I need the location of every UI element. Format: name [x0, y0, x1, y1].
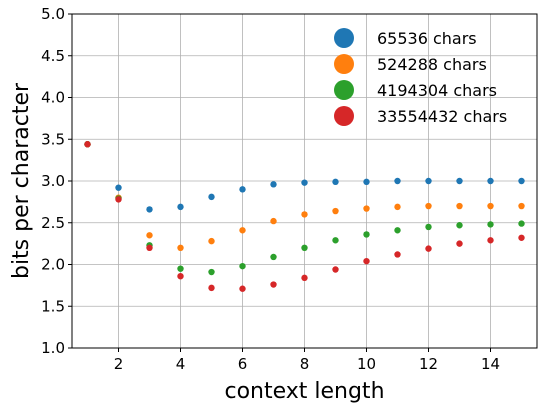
- x-tick-labels: 2 4 6 8 10 12 14: [114, 355, 500, 373]
- y-axis-label: bits per character: [9, 82, 34, 279]
- data-point: [208, 268, 215, 276]
- legend-label: 33554432 chars: [377, 107, 507, 126]
- data-point: [487, 177, 494, 185]
- data-point: [456, 240, 463, 247]
- data-point: [177, 272, 184, 280]
- data-point: [363, 178, 370, 186]
- x-tick-label: 10: [357, 355, 376, 373]
- x-tick-label: 12: [419, 355, 438, 373]
- data-point: [146, 232, 153, 239]
- data-point: [518, 177, 525, 185]
- data-point: [425, 223, 432, 231]
- y-tick-label: 5.0: [41, 5, 65, 23]
- legend-marker: [334, 80, 354, 100]
- data-point: [270, 217, 277, 225]
- data-point: [487, 221, 494, 228]
- data-point: [177, 203, 184, 211]
- data-point: [239, 262, 246, 270]
- data-point: [425, 202, 432, 210]
- data-point: [146, 206, 153, 213]
- data-point: [270, 181, 277, 188]
- legend-marker: [334, 106, 354, 126]
- x-tick-label: 8: [300, 355, 310, 373]
- data-point: [394, 227, 401, 234]
- data-point: [518, 202, 525, 210]
- data-point: [363, 205, 370, 212]
- data-point: [456, 222, 463, 229]
- data-point: [146, 244, 153, 251]
- data-point: [332, 207, 339, 215]
- y-tick-labels: 1.0 1.5 2.0 2.5 3.0 3.5 4.0 4.5 5.0: [41, 5, 65, 357]
- data-point: [487, 202, 494, 210]
- data-point: [239, 285, 246, 292]
- y-tick-label: 4.5: [41, 47, 65, 65]
- data-point: [363, 257, 370, 265]
- data-point: [425, 177, 432, 185]
- data-point: [239, 186, 246, 193]
- data-point: [332, 178, 339, 186]
- data-point: [301, 274, 308, 282]
- data-point: [394, 177, 401, 185]
- data-point: [270, 281, 277, 288]
- legend: 65536 chars 524288 chars 4194304 chars 3355…: [334, 28, 507, 126]
- data-point: [208, 193, 215, 201]
- data-point: [208, 237, 215, 245]
- data-point: [425, 245, 432, 252]
- data-point: [456, 202, 463, 210]
- data-point: [301, 211, 308, 218]
- data-point: [363, 231, 370, 238]
- series-points: [84, 141, 525, 292]
- data-point: [394, 251, 401, 258]
- data-point: [239, 227, 246, 234]
- legend-marker: [334, 28, 354, 48]
- x-tick-label: 4: [176, 355, 186, 373]
- data-point: [518, 234, 525, 241]
- y-tick-label: 2.5: [41, 214, 65, 232]
- data-point: [456, 177, 463, 185]
- y-tick-label: 3.5: [41, 130, 65, 148]
- legend-label: 524288 chars: [377, 55, 487, 74]
- data-point: [115, 184, 122, 191]
- x-tick-label: 2: [114, 355, 124, 373]
- y-tick-label: 4.0: [41, 89, 65, 107]
- data-point: [301, 244, 308, 251]
- data-point: [487, 237, 494, 244]
- data-point: [394, 203, 401, 211]
- data-point: [177, 265, 184, 272]
- legend-label: 65536 chars: [377, 29, 477, 48]
- y-tick-label: 2.0: [41, 256, 65, 274]
- data-points: [84, 141, 525, 292]
- x-axis-label: context length: [224, 379, 384, 404]
- data-point: [84, 141, 91, 148]
- x-tick-label: 14: [481, 355, 500, 373]
- y-tick-label: 1.0: [41, 339, 65, 357]
- data-point: [115, 196, 122, 203]
- data-point: [301, 179, 308, 186]
- x-tick-label: 6: [238, 355, 248, 373]
- tick-marks: [68, 13, 491, 352]
- data-point: [332, 266, 339, 273]
- legend-marker: [334, 54, 354, 74]
- data-point: [177, 244, 184, 251]
- y-tick-label: 1.5: [41, 297, 65, 315]
- data-point: [270, 253, 277, 261]
- y-tick-label: 3.0: [41, 172, 65, 190]
- data-point: [208, 284, 215, 292]
- legend-label: 4194304 chars: [377, 81, 497, 100]
- data-point: [518, 220, 525, 227]
- data-point: [332, 237, 339, 244]
